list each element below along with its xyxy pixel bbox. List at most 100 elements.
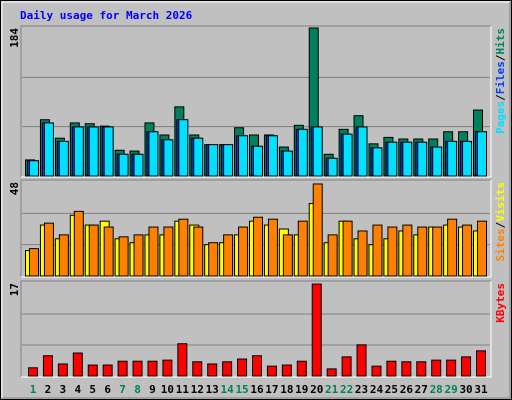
x-tick-label: 9 (149, 383, 156, 396)
x-tick-label: 7 (119, 383, 126, 396)
x-tick-label: 28 (430, 383, 443, 396)
bar (57, 363, 68, 377)
legend: KBytes (494, 283, 507, 323)
bar (193, 137, 204, 177)
x-tick-label: 29 (445, 383, 458, 396)
bar (163, 226, 174, 277)
bar (72, 352, 83, 377)
bar (43, 122, 54, 177)
bar (446, 359, 457, 377)
bar (401, 361, 412, 377)
bar (193, 226, 204, 277)
bar (132, 360, 143, 377)
legend-entry: Pages (494, 101, 507, 134)
bar (432, 146, 443, 177)
bar (327, 157, 338, 177)
chart-title: Daily usage for March 2026 (20, 9, 193, 22)
bar (342, 133, 353, 177)
bar (461, 356, 472, 377)
bar (253, 216, 263, 277)
x-tick-label: 20 (310, 383, 323, 396)
panel-frame (21, 180, 492, 278)
x-tick-label: 27 (415, 383, 428, 396)
bar (103, 126, 114, 177)
bar (192, 361, 203, 377)
bar (163, 139, 174, 177)
y-tick-label: 184 (8, 28, 21, 48)
bar (462, 224, 473, 277)
bar (372, 147, 383, 177)
x-tick-label: 8 (134, 383, 141, 396)
x-tick-label: 5 (89, 383, 96, 396)
bar (58, 234, 69, 277)
bar (371, 365, 382, 377)
panel-frame (21, 281, 492, 378)
x-tick-label: 13 (206, 383, 219, 396)
x-tick-label: 25 (385, 383, 398, 396)
bar (267, 135, 278, 177)
y-tick-label: 17 (8, 283, 21, 296)
bar (267, 218, 278, 277)
legend: Sites/Visits (494, 182, 507, 262)
bar (266, 365, 277, 377)
legend-entry: KBytes (494, 283, 507, 323)
legend-separator: / (494, 54, 507, 61)
x-tick-label: 22 (340, 383, 353, 396)
x-tick-label: 3 (60, 383, 67, 396)
x-tick-label: 21 (325, 383, 339, 396)
x-tick-label: 23 (355, 383, 368, 396)
bar (177, 343, 188, 377)
bar (58, 140, 69, 177)
bar (43, 222, 54, 277)
bar (432, 226, 443, 277)
bar (147, 360, 158, 377)
panel-frame (21, 26, 492, 178)
panel-frame (20, 25, 491, 177)
bar (118, 153, 129, 177)
bar (312, 126, 323, 177)
legend-entry: Hits (494, 28, 507, 55)
bar (88, 126, 99, 177)
x-tick-label: 19 (295, 383, 308, 396)
bar (178, 218, 189, 277)
bar (312, 183, 323, 277)
x-tick-label: 17 (265, 383, 278, 396)
bar (386, 360, 397, 377)
bar (387, 226, 398, 277)
bar (357, 230, 368, 277)
bar (178, 119, 189, 177)
bar (117, 360, 128, 377)
bar (133, 234, 144, 277)
bar (477, 131, 487, 177)
bar (133, 153, 144, 177)
bar (223, 234, 234, 277)
bar (477, 220, 487, 277)
x-tick-label: 26 (400, 383, 414, 396)
x-tick-label: 12 (191, 383, 204, 396)
bar (447, 140, 458, 177)
bar (311, 283, 322, 377)
bar (282, 150, 293, 177)
bar (88, 224, 99, 277)
x-tick-label: 31 (474, 383, 488, 396)
x-tick-label: 16 (250, 383, 264, 396)
bar (148, 131, 159, 177)
bar (341, 356, 352, 377)
x-tick-label: 14 (221, 383, 235, 396)
bar (296, 360, 307, 377)
bar (417, 226, 428, 277)
bar (208, 242, 219, 277)
bar (87, 364, 98, 377)
bar (357, 126, 368, 177)
bar (222, 361, 233, 377)
bar (297, 220, 308, 277)
x-tick-label: 10 (161, 383, 174, 396)
bar (253, 145, 263, 177)
x-tick-label: 15 (235, 383, 248, 396)
bar (73, 126, 84, 177)
bar (431, 359, 442, 377)
